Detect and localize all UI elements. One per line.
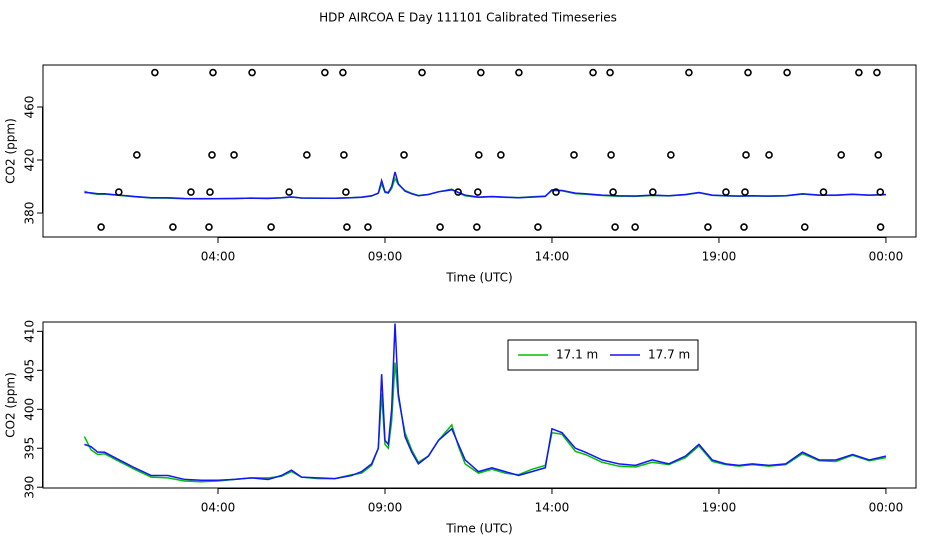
x-tick-label: 04:00 [201, 501, 236, 515]
data-point [704, 223, 712, 231]
data-point [534, 223, 542, 231]
data-point [285, 188, 293, 196]
data-point [187, 188, 195, 196]
data-point [876, 223, 885, 231]
data-point [855, 68, 863, 77]
legend-label: 17.1 m [556, 348, 598, 362]
data-point [819, 188, 828, 196]
x-tick-label: 14:00 [535, 250, 570, 264]
data-point [570, 151, 578, 159]
x-tick-label: 14:00 [535, 501, 570, 515]
data-point [169, 223, 177, 231]
y-axis-label: CO2 (ppm) [4, 118, 18, 184]
data-point [837, 151, 845, 159]
data-point [321, 68, 329, 77]
data-point [874, 151, 883, 159]
data-point [722, 188, 730, 196]
x-tick-label: 19:00 [702, 501, 737, 515]
data-point [436, 223, 444, 231]
y-tick-label: 400 [23, 398, 37, 421]
data-point [205, 223, 213, 231]
y-tick-label: 405 [23, 359, 37, 382]
data-point [873, 68, 881, 77]
data-point [497, 151, 505, 159]
data-point [740, 223, 748, 231]
y-tick-label: 395 [23, 437, 37, 460]
y-tick-label: 380 [23, 202, 37, 225]
x-tick-label: 09:00 [368, 250, 403, 264]
legend-label: 17.7 m [648, 348, 690, 362]
data-point [400, 151, 408, 159]
y-axis-label: CO2 (ppm) [4, 372, 18, 438]
data-point [248, 68, 256, 77]
data-point [340, 151, 348, 159]
data-point [343, 223, 351, 231]
y-tick-label: 410 [23, 320, 37, 343]
x-tick-label: 19:00 [702, 250, 737, 264]
data-point [454, 188, 462, 196]
data-point [208, 151, 216, 159]
x-tick-label: 00:00 [869, 250, 904, 264]
data-line [84, 323, 887, 481]
data-point [115, 188, 123, 196]
data-point [765, 151, 773, 159]
data-point [339, 68, 347, 77]
y-tick-label: 420 [23, 149, 37, 172]
data-point [667, 151, 675, 159]
data-point [151, 68, 159, 77]
data-point [741, 188, 749, 196]
data-point [649, 188, 657, 196]
y-tick-label: 390 [23, 476, 37, 499]
data-point [607, 151, 615, 159]
x-tick-label: 09:00 [368, 501, 403, 515]
data-point [742, 151, 750, 159]
data-point [800, 223, 809, 231]
data-point [609, 188, 617, 196]
data-point [97, 223, 105, 231]
data-point [631, 223, 639, 231]
data-point [744, 68, 752, 77]
x-tick-label: 04:00 [201, 250, 236, 264]
data-point [303, 151, 311, 159]
data-point [209, 68, 217, 77]
y-tick-label: 460 [23, 96, 37, 119]
data-point [342, 188, 350, 196]
data-point [230, 151, 238, 159]
data-point [589, 68, 597, 77]
data-point [606, 68, 614, 77]
data-point [206, 188, 214, 196]
data-point [552, 188, 560, 196]
data-point [364, 223, 372, 231]
data-point [475, 151, 483, 159]
x-axis-label: Time (UTC) [445, 271, 512, 285]
data-point [876, 188, 885, 196]
data-point [418, 68, 426, 77]
data-point [611, 223, 619, 231]
chart-title: HDP AIRCOA E Day 111101 Calibrated Times… [319, 11, 617, 25]
x-tick-label: 00:00 [869, 501, 904, 515]
data-point [267, 223, 275, 231]
data-point [783, 68, 791, 77]
data-line [84, 171, 886, 200]
data-point [474, 188, 482, 196]
data-point [133, 151, 141, 159]
data-point [477, 68, 485, 77]
x-axis-label: Time (UTC) [445, 522, 512, 536]
data-point [685, 68, 693, 77]
data-point [515, 68, 523, 77]
data-point [473, 223, 481, 231]
